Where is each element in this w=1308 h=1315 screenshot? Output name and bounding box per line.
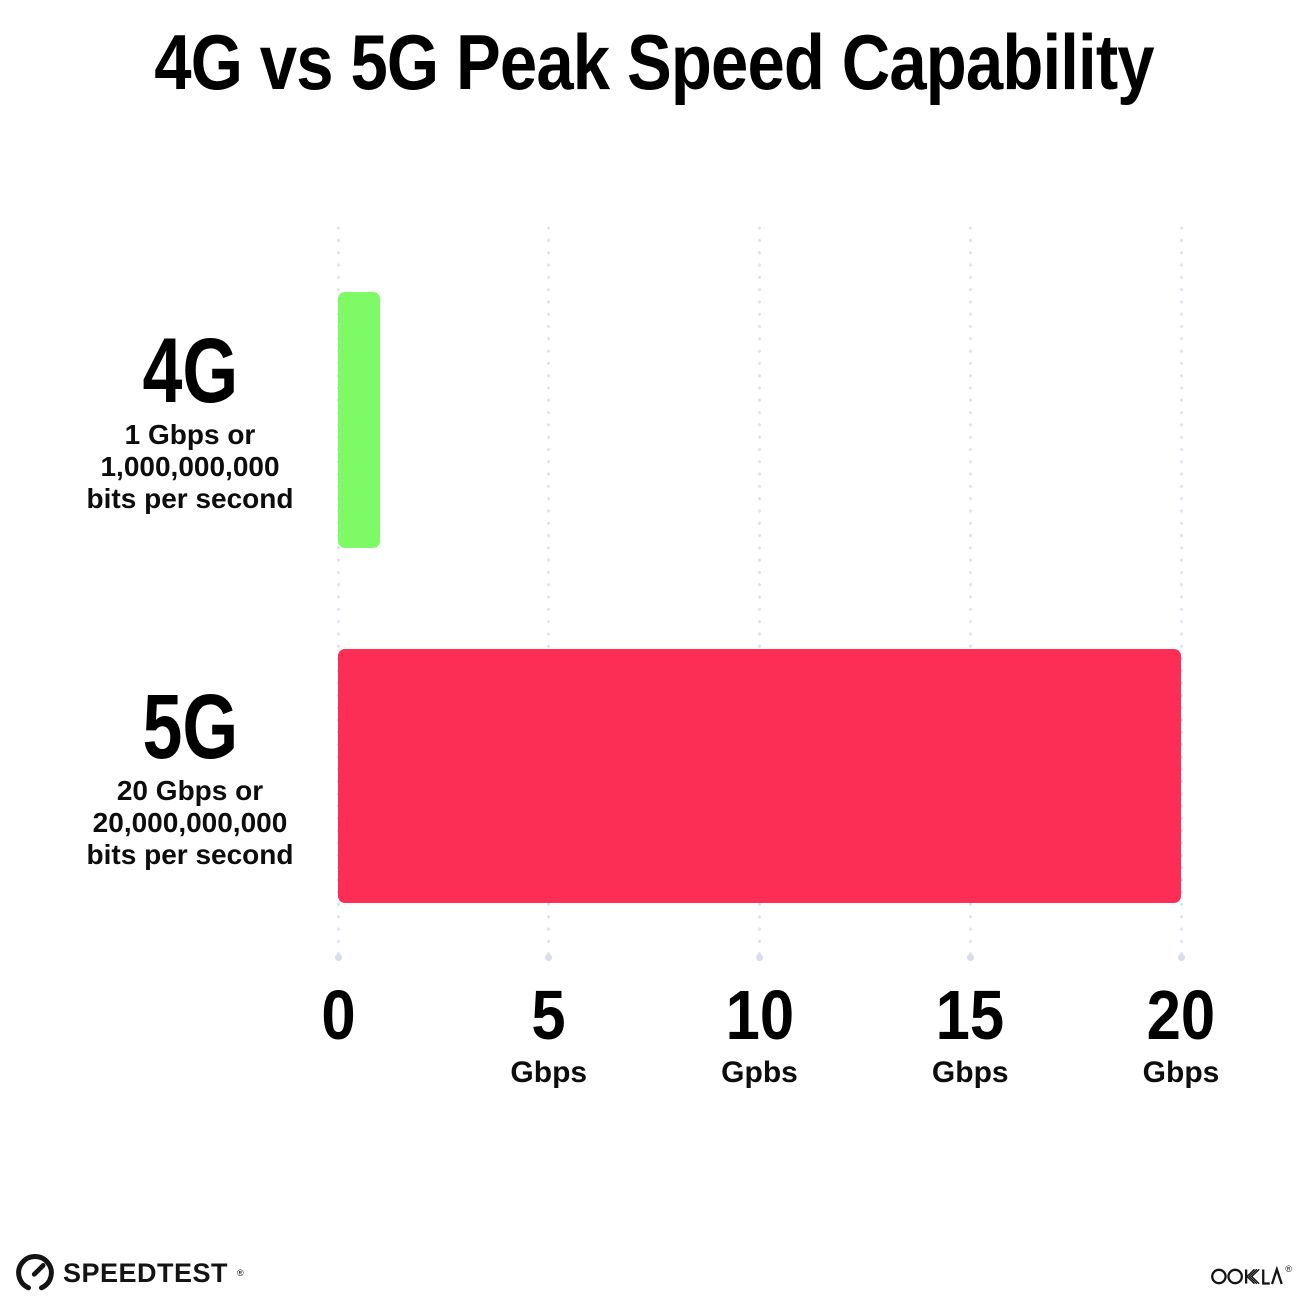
description-line: 20,000,000,000: [92, 807, 288, 838]
x-tick-value: 5: [531, 976, 566, 1054]
description-line: 1,000,000,000: [100, 451, 280, 482]
description-line: 20 Gbps or: [116, 775, 264, 806]
category-name: 4G: [142, 320, 238, 422]
gridline-5: [545, 222, 553, 961]
gridline-10: [756, 222, 763, 961]
speedtest-gauge-icon: [16, 1254, 54, 1291]
x-axis-tick-10: 10 Gpbs: [650, 980, 870, 1088]
x-axis-tick-15: 15 Gbps: [860, 980, 1080, 1088]
bar-4g: [338, 292, 381, 548]
x-axis-tick-20: 20 Gbps: [1071, 980, 1291, 1088]
x-tick-unit: Gbps: [931, 1056, 1009, 1089]
category-description: 20 Gbps or 20,000,000,000 bits per second: [28, 775, 352, 871]
x-axis-tick-0: 0: [228, 980, 448, 1050]
x-tick-value: 15: [935, 976, 1005, 1054]
category-name: 5G: [142, 676, 238, 778]
gridline-0: [334, 222, 342, 961]
x-tick-value: 10: [725, 976, 794, 1054]
x-tick-unit: Gbps: [1142, 1056, 1220, 1089]
description-line: bits per second: [86, 483, 294, 514]
x-tick-unit: Gbps: [510, 1056, 588, 1089]
description-line: 1 Gbps or: [124, 419, 256, 450]
row-label-5g: 5G 20 Gbps or 20,000,000,000 bits per secon…: [28, 681, 352, 871]
category-description: 1 Gbps or 1,000,000,000 bits per second: [28, 419, 352, 515]
row-label-4g: 4G 1 Gbps or 1,000,000,000 bits per second: [28, 325, 352, 515]
bar-5g: [338, 649, 1181, 903]
speedtest-trademark: ®: [237, 1268, 244, 1278]
x-tick-value: 0: [320, 976, 356, 1054]
ookla-logo: ® OOKLA: [1211, 1264, 1292, 1289]
gridline-20: [1177, 222, 1185, 961]
x-tick-value: 20: [1146, 976, 1216, 1054]
x-axis-tick-5: 5 Gbps: [439, 980, 659, 1088]
gridline-15: [966, 222, 974, 961]
ookla-trademark: ®: [1285, 1264, 1292, 1274]
x-tick-unit: Gpbs: [721, 1056, 798, 1089]
speedtest-wordmark: SPEEDTEST: [63, 1257, 229, 1288]
chart-title: 4G vs 5G Peak Speed Capability: [154, 18, 1154, 106]
speedtest-logo: SPEEDTEST ®: [16, 1253, 244, 1293]
ookla-wordmark-icon: [1211, 1265, 1284, 1285]
description-line: bits per second: [86, 839, 294, 870]
